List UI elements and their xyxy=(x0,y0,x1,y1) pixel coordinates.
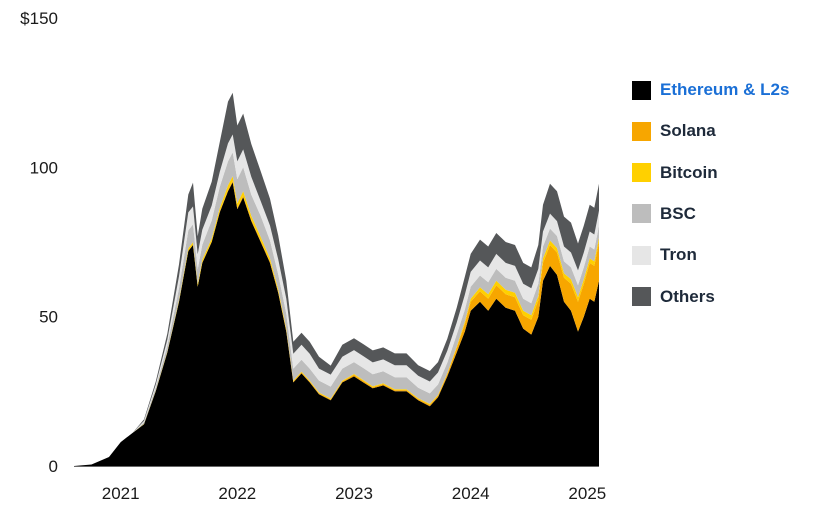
x-tick-label: 2025 xyxy=(568,484,606,503)
legend-label: BSC xyxy=(660,203,696,223)
x-tick-label: 2023 xyxy=(335,484,373,503)
x-axis-ticks: 2021 2022 2023 2024 2025 xyxy=(102,484,606,503)
legend-label: Ethereum & L2s xyxy=(660,80,790,99)
y-tick-label: 0 xyxy=(49,457,58,476)
legend-swatch xyxy=(632,121,651,141)
x-tick-label: 2024 xyxy=(452,484,490,503)
legend-swatch xyxy=(632,80,651,100)
area-series-group xyxy=(74,92,599,467)
legend-item-solana: Solana xyxy=(632,120,716,142)
legend-item-bsc: BSC xyxy=(632,203,696,225)
legend-swatch xyxy=(632,245,651,265)
y-tick-label: $150 xyxy=(20,9,58,28)
y-tick-label: 100 xyxy=(30,158,58,177)
legend-label: Others xyxy=(660,286,715,306)
legend-item-tron: Tron xyxy=(632,244,697,266)
legend-swatch xyxy=(632,204,651,224)
legend-label: Tron xyxy=(660,245,697,265)
y-tick-label: 50 xyxy=(39,308,58,327)
legend-item-ethereum-and-l2s: Ethereum & L2s xyxy=(632,79,789,101)
legend-label: Bitcoin xyxy=(660,162,718,182)
legend-swatch xyxy=(632,287,651,306)
x-tick-label: 2021 xyxy=(102,484,140,503)
legend-item-bitcoin: Bitcoin xyxy=(632,162,718,184)
legend-item-others: Others xyxy=(632,286,715,308)
y-axis-ticks: 0 50 100 $150 xyxy=(20,9,58,476)
area-ethereum-and-l2s xyxy=(74,182,599,467)
legend-swatch xyxy=(632,163,651,183)
x-tick-label: 2022 xyxy=(218,484,256,503)
legend-label: Solana xyxy=(660,121,716,141)
